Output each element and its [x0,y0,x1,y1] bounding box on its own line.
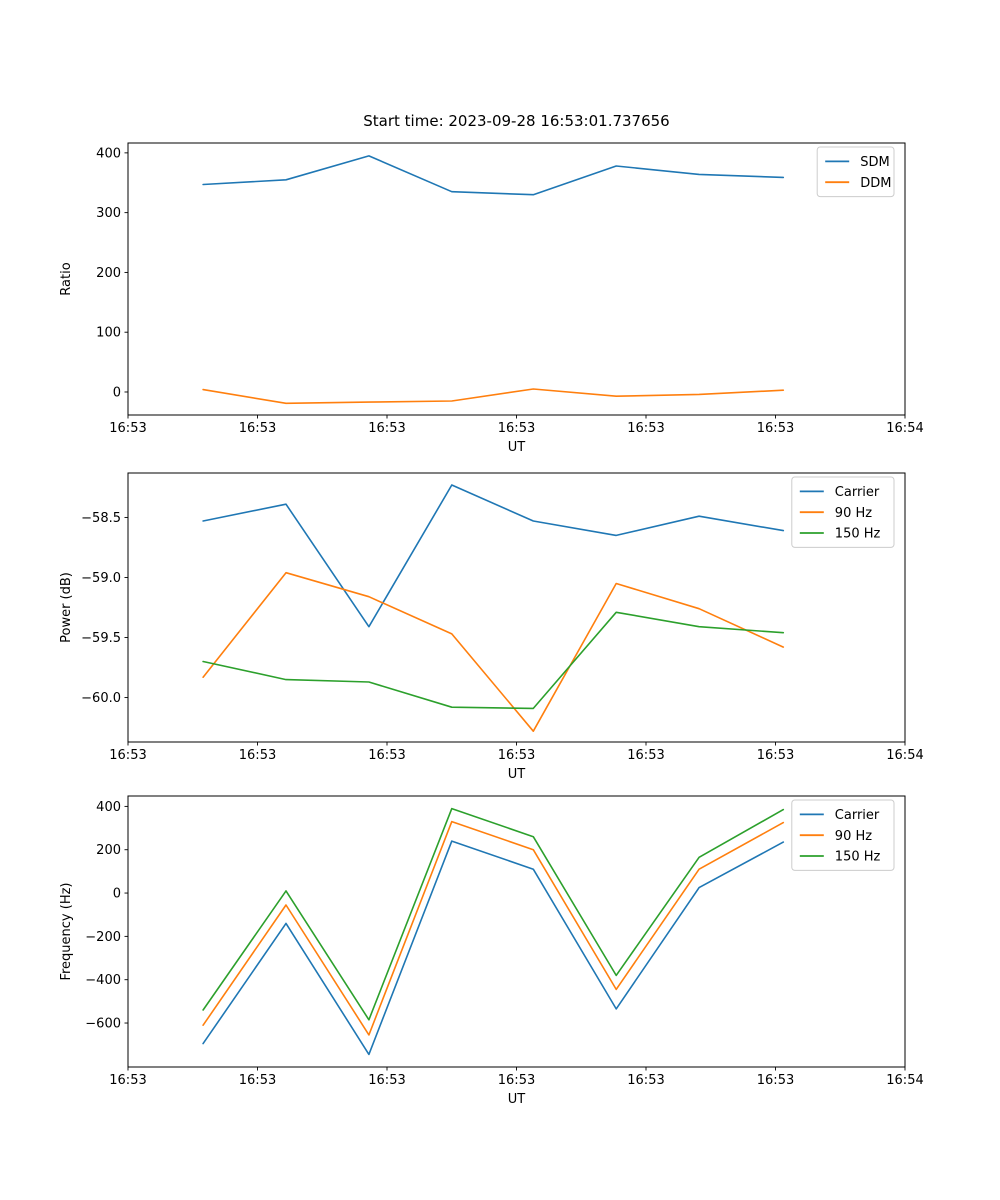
x-tick-label: 16:54 [886,421,923,436]
y-tick-label: −60.0 [81,691,121,706]
series-line-ddm [202,388,785,405]
x-tick-label: 16:53 [498,1073,535,1088]
series-line-carrier [202,484,785,628]
x-tick-label: 16:54 [886,1073,923,1088]
legend-label-ddm: DDM [860,176,891,191]
plot-border [127,795,906,1068]
chart-2-power-db-: 16:53 16:53 16:53 16:53 16:53 16:53 16:54 −58.5… [59,472,924,782]
x-tick-label: 16:53 [109,748,146,763]
y-tick-label: 0 [113,887,121,902]
y-tick-label: −59.5 [81,631,121,646]
legend-label-sdm: SDM [860,155,889,170]
x-axis-label: UT [508,440,526,455]
legend: Carrier 90 Hz 150 Hz [791,799,895,871]
y-axis-label: Frequency (Hz) [59,882,74,980]
y-tick-label: −200 [85,930,121,945]
x-tick-label: 16:53 [368,421,405,436]
plot-border [127,142,906,416]
x-tick-label: 16:53 [109,1073,146,1088]
series-line-sdm [202,155,785,196]
x-axis-label: UT [508,1092,526,1107]
y-tick-label: 400 [96,146,121,161]
x-tick-label: 16:53 [239,1073,276,1088]
x-tick-label: 16:54 [886,748,923,763]
legend: SDM DDM [816,146,895,198]
x-tick-label: 16:53 [239,421,276,436]
x-axis-label: UT [508,767,526,782]
x-tick-label: 16:53 [757,1073,794,1088]
plot-border [127,472,906,743]
legend-label-90-hz: 90 Hz [835,829,872,844]
series-line-90-hz [202,571,785,733]
y-tick-label: 300 [96,206,121,221]
x-tick-label: 16:53 [498,748,535,763]
legend-label-carrier: Carrier [835,808,880,823]
x-tick-label: 16:53 [757,421,794,436]
series-line-150-hz [202,611,785,710]
y-axis-label: Power (dB) [59,572,74,643]
y-tick-label: 100 [96,326,121,341]
legend-label-90-hz: 90 Hz [835,506,872,521]
chart-1-ratio: 16:53 16:53 16:53 16:53 16:53 16:53 16:54 0 100 2… [59,142,924,455]
legend-label-carrier: Carrier [835,485,880,500]
x-tick-label: 16:53 [627,748,664,763]
y-axis-label: Ratio [59,262,74,295]
y-tick-label: −58.5 [81,511,121,526]
series-line-carrier [202,840,785,1056]
y-tick-label: 200 [96,843,121,858]
x-tick-label: 16:53 [498,421,535,436]
x-tick-label: 16:53 [627,1073,664,1088]
series-line-90-hz [202,820,785,1036]
legend-box [791,476,895,548]
legend-label-150-hz: 150 Hz [835,850,881,865]
legend-box [791,799,895,871]
x-tick-label: 16:53 [757,748,794,763]
legend: Carrier 90 Hz 150 Hz [791,476,895,548]
x-tick-label: 16:53 [239,748,276,763]
y-tick-label: 200 [96,266,121,281]
series-line-150-hz [202,807,785,1021]
x-tick-label: 16:53 [109,421,146,436]
y-tick-label: 0 [113,385,121,400]
x-tick-label: 16:53 [627,421,664,436]
x-tick-label: 16:53 [368,1073,405,1088]
y-tick-label: 400 [96,800,121,815]
legend-label-150-hz: 150 Hz [835,527,881,542]
y-tick-label: −600 [85,1017,121,1032]
x-tick-label: 16:53 [368,748,405,763]
y-tick-label: −59.0 [81,571,121,586]
legend-box [816,146,895,198]
chart-3-frequency-hz-: 16:53 16:53 16:53 16:53 16:53 16:53 16:54 400 20… [59,795,924,1107]
figure-title: Start time: 2023-09-28 16:53:01.737656 [363,112,670,130]
y-tick-label: −400 [85,973,121,988]
